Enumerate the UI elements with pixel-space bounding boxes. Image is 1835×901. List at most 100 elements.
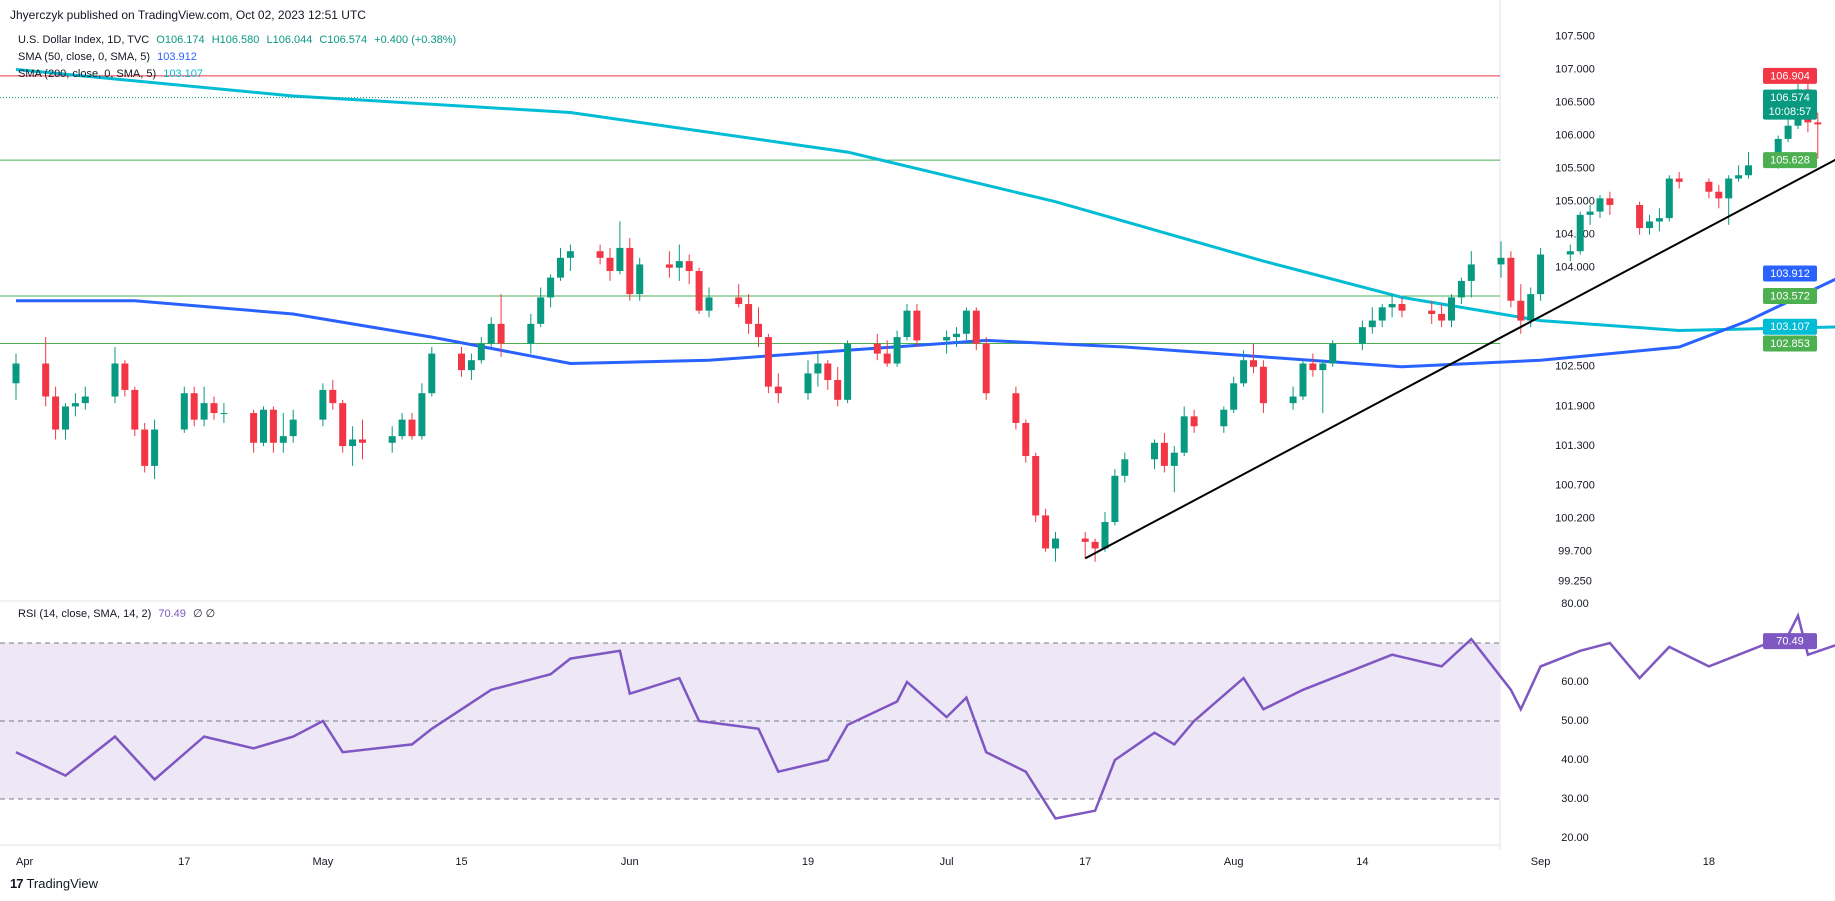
candle[interactable] [190,386,198,427]
candle[interactable] [1665,175,1673,222]
candle[interactable] [903,304,911,341]
sma200-price-badge[interactable]: 103.107 [1763,318,1817,335]
candle[interactable] [200,386,208,427]
candle[interactable] [131,386,139,437]
candle[interactable] [1220,406,1228,433]
candle[interactable] [636,257,644,301]
candle[interactable] [1378,304,1386,328]
candle[interactable] [1428,300,1436,324]
candle[interactable] [1230,376,1238,414]
candle[interactable] [1448,294,1455,328]
resistance-price-badge[interactable]: 106.904 [1763,67,1817,84]
candle[interactable] [1655,208,1663,232]
candle[interactable] [1052,531,1059,562]
candle[interactable] [1240,350,1248,387]
candle[interactable] [1319,360,1327,414]
candle[interactable] [774,373,782,404]
tradingview-logo[interactable]: 17 TradingView [10,876,98,891]
candle[interactable] [1160,432,1168,473]
candle[interactable] [764,333,772,394]
candle[interactable] [883,340,891,367]
candle[interactable] [1022,419,1030,463]
candle[interactable] [844,340,852,404]
candle[interactable] [1438,304,1446,328]
candle[interactable] [467,353,475,381]
candle[interactable] [1309,353,1317,377]
candle[interactable] [824,360,832,390]
candle[interactable] [1170,446,1178,493]
candle[interactable] [834,366,842,407]
candle[interactable] [943,330,951,354]
candle[interactable] [1576,211,1584,255]
candle[interactable] [279,413,287,453]
candle[interactable] [1606,191,1614,215]
candle[interactable] [428,346,436,397]
candle[interactable] [1705,178,1713,199]
last-price-badge[interactable]: 106.574 [1763,89,1817,106]
support-price-badge[interactable]: 105.628 [1763,152,1817,169]
candle[interactable] [685,254,693,285]
candle[interactable] [527,313,535,354]
rsi-line[interactable] [15,612,1835,820]
countdown-price-badge[interactable]: 10:08:57 [1763,103,1817,120]
candle[interactable] [1745,152,1752,179]
candle[interactable] [566,244,574,272]
candle[interactable] [705,287,713,318]
candle[interactable] [1636,201,1644,235]
candle[interactable] [1032,452,1040,523]
candle[interactable] [1091,538,1099,562]
candle[interactable] [893,330,901,367]
support-price-badge[interactable]: 103.572 [1763,287,1817,304]
candle[interactable] [547,274,555,308]
candle[interactable] [1151,439,1158,470]
candle[interactable] [537,287,545,328]
candle[interactable] [557,247,564,281]
candle[interactable] [1507,251,1515,308]
candle[interactable] [953,327,960,347]
candle[interactable] [487,317,495,347]
candle[interactable] [1388,294,1396,318]
candle[interactable] [1675,171,1683,189]
candle[interactable] [210,396,218,420]
candle[interactable] [250,409,258,453]
candle[interactable] [695,267,703,314]
candle[interactable] [497,294,505,357]
rsi-legend[interactable]: RSI (14, close, SMA, 14, 2) 70.49 ∅ ∅ [18,607,215,620]
candle[interactable] [121,360,129,397]
candle[interactable] [1646,214,1653,235]
candle[interactable] [626,237,634,301]
candle[interactable] [359,419,366,460]
candle[interactable] [1497,241,1505,278]
candle[interactable] [398,413,406,440]
candle[interactable] [1101,512,1109,552]
candle[interactable] [418,383,426,440]
candle[interactable] [180,386,188,433]
candle[interactable] [1329,340,1337,367]
candle[interactable] [477,337,485,364]
candle[interactable] [606,247,614,281]
candle[interactable] [1180,406,1188,456]
candle[interactable] [151,419,159,480]
candle[interactable] [339,399,347,453]
candle[interactable] [755,307,762,347]
candle[interactable] [1111,469,1119,526]
candle[interactable] [1042,508,1050,552]
sma50-legend[interactable]: SMA (50, close, 0, SMA, 5) 103.912 [18,51,197,63]
candle[interactable] [141,422,149,473]
candle[interactable] [1715,185,1723,209]
candle[interactable] [1259,360,1267,414]
candle[interactable] [220,403,228,423]
candle[interactable] [814,353,822,387]
candle[interactable] [1368,307,1376,334]
sma50-price-badge[interactable]: 103.912 [1763,265,1817,282]
candle[interactable] [1299,360,1307,400]
candle[interactable] [972,307,980,351]
candle[interactable] [1517,284,1525,334]
uptrend-line[interactable] [1084,132,1835,560]
candle[interactable] [873,333,881,361]
candle[interactable] [71,393,79,417]
candle[interactable] [1735,165,1743,182]
candle[interactable] [735,284,743,308]
candle[interactable] [1190,409,1198,433]
